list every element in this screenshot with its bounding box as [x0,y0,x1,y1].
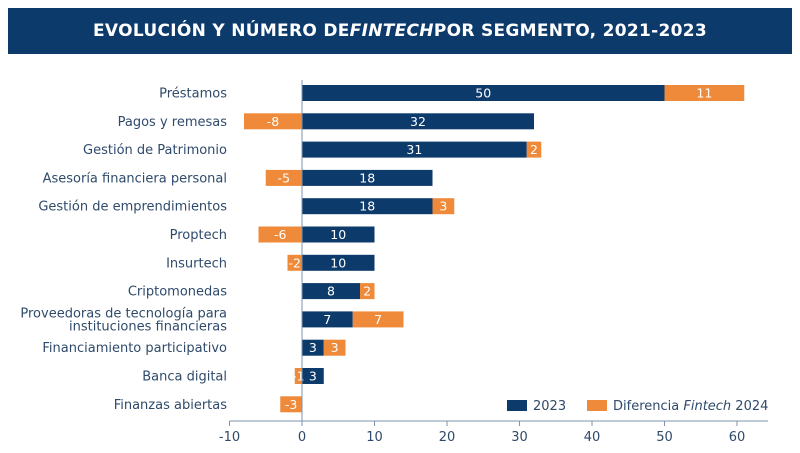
category-label: Banca digital [142,370,227,385]
bar-difference [280,396,302,413]
x-tick-label: 40 [584,430,601,445]
bar-difference [664,85,745,101]
x-tick-label: 10 [366,430,383,445]
x-tick-label: -10 [219,430,240,445]
bar-2023 [302,368,324,384]
bar-2023 [302,85,665,101]
bar-difference [244,113,302,130]
x-tick-label: 60 [729,430,746,445]
bar-difference-value-label: -1 [292,369,304,384]
bar-difference [360,283,375,300]
bar-difference-value-label: -8 [267,114,280,129]
category-labels: Préstamos Pagos y remesas Gestión de Patri… [20,87,227,413]
category-label: Asesoría financiera personal [43,171,227,186]
category-label: Préstamos [159,87,227,102]
bar-difference-value-label: -3 [285,397,297,412]
category-label: Finanzas abiertas [114,398,228,413]
category-label: Proptech [170,228,227,243]
category-label: Insurtech [166,256,227,271]
category-label: Financiamiento participativo [42,341,227,356]
category-label: Pagos y remesas [118,115,228,130]
legend-swatch-2023 [507,400,527,411]
legend: 2023 Diferencia Fintech 2024 [507,399,768,414]
bar-2023 [302,169,433,186]
bar-difference-value-label: -2 [289,255,301,270]
category-label: Gestión de Patrimonio [83,143,227,158]
bar-2023-value-label: 18 [359,170,375,185]
legend-swatch-difference [587,400,607,411]
bar-difference-value-label: 3 [439,199,447,214]
bar-difference [294,368,302,384]
bar-2023-value-label: 3 [309,340,317,355]
bar-difference [287,254,302,271]
bar-difference-value-label: -6 [274,227,287,242]
bar-2023-value-label: 8 [327,284,335,299]
x-tick-label: 0 [298,430,306,445]
chart-title-italic: FINTECH [349,21,434,41]
bar-difference [352,311,404,328]
legend-label-difference: Diferencia Fintech 2024 [613,399,768,414]
x-tick-label: 30 [511,430,528,445]
category-label: Criptomonedas [128,285,227,300]
category-label: instituciones financieras [69,319,227,334]
bar-2023 [302,113,534,130]
bar-2023 [302,339,324,356]
bar-2023 [302,283,360,300]
category-label: Proveedoras de tecnología para [20,306,227,321]
bar-difference-value-label: 2 [363,284,371,299]
bar-difference [265,169,302,186]
chart-title-part1: EVOLUCIÓN Y NÚMERO DE [93,21,350,41]
bar-2023-value-label: 10 [330,255,346,270]
bar-2023 [302,254,375,271]
legend-label-2023: 2023 [533,399,566,414]
chart-title-part2: POR SEGMENTO, 2021-2023 [433,21,707,41]
bar-2023 [302,141,527,158]
bar-2023-value-label: 32 [410,114,426,129]
bar-2023-value-label: 18 [359,199,375,214]
bar-difference [258,226,302,243]
bar-2023-value-label: 31 [406,142,422,157]
bar-difference-value-label: 11 [696,86,712,101]
bar-difference-value-label: -5 [278,170,290,185]
bar-difference [323,339,346,356]
x-tick-label: 20 [439,430,456,445]
bar-2023 [302,311,353,328]
bar-2023-value-label: 50 [475,86,491,101]
bar-difference-value-label: 2 [530,142,538,157]
x-tick-label: 50 [656,430,673,445]
x-axis: -10 0 10 20 30 40 50 60 [219,80,768,445]
bar-2023-value-label: 10 [330,227,346,242]
bar-difference-value-label: 3 [331,340,339,355]
category-label: Gestión de emprendimientos [38,200,227,215]
chart-title-banner: EVOLUCIÓN Y NÚMERO DE FINTECH POR SEGMEN… [8,8,792,54]
bar-2023 [302,226,375,243]
bar-difference-value-label: 7 [374,312,382,327]
bar-2023-value-label: 3 [309,369,317,384]
bar-difference [432,198,455,215]
bar-2023-value-label: 7 [323,312,331,327]
bar-2023 [302,198,433,215]
bar-difference [526,141,542,158]
